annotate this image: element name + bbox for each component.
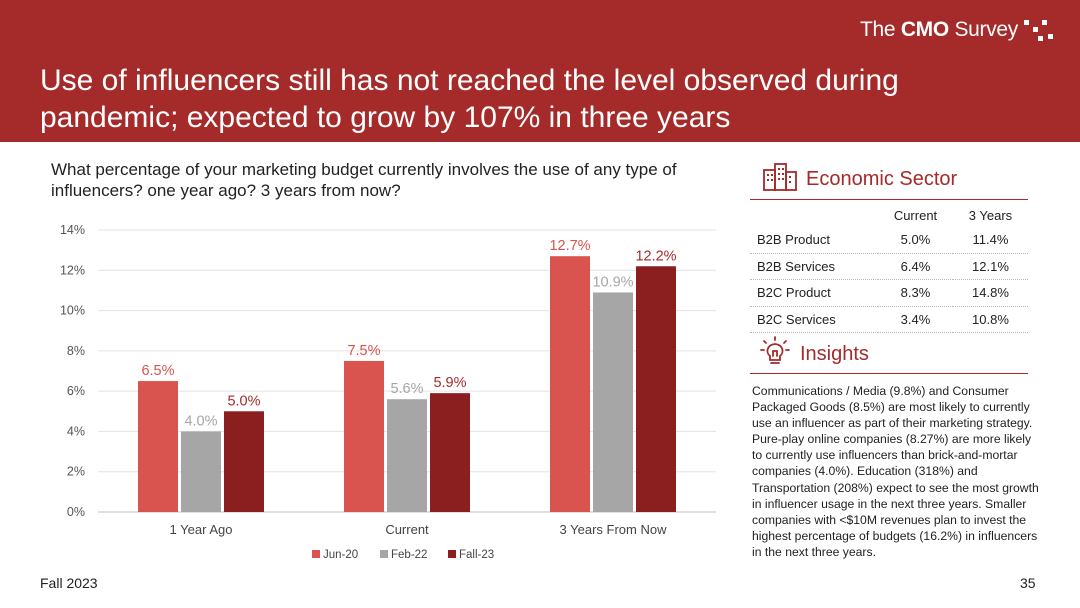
table-row: B2C Services 3.4% 10.8%: [750, 306, 1028, 333]
y-tick-label: 0%: [67, 505, 85, 519]
legend-label: Jun-20: [323, 549, 358, 561]
bar-data-label: 12.2%: [635, 248, 676, 264]
legend-label: Feb-22: [391, 549, 427, 561]
y-tick-label: 4%: [67, 424, 85, 438]
sector-label: B2C Services: [750, 306, 878, 333]
sector-label: B2B Services: [750, 253, 878, 280]
current-value: 8.3%: [878, 279, 953, 307]
current-value: 5.0%: [878, 227, 953, 254]
legend-swatch: [312, 550, 320, 558]
bar-data-label: 6.5%: [141, 363, 174, 379]
x-category-label: 1 Year Ago: [170, 522, 233, 537]
table-row: B2C Product 8.3% 14.8%: [750, 279, 1028, 307]
column-header-sector: [750, 203, 878, 227]
three-year-value: 12.1%: [952, 253, 1028, 280]
survey-edition: Fall 2023: [40, 575, 98, 591]
bar-fall-23: [430, 393, 470, 512]
bar-data-label: 4.0%: [184, 413, 217, 429]
bar-jun-20: [138, 381, 178, 512]
bar-fall-23: [224, 411, 264, 512]
insights-divider: [750, 373, 1028, 374]
table-row: B2B Services 6.4% 12.1%: [750, 253, 1028, 280]
y-tick-label: 8%: [67, 344, 85, 358]
economic-sector-table: Current 3 Years B2B Product 5.0% 11.4% B…: [750, 203, 1028, 333]
bar-data-label: 12.7%: [549, 238, 590, 254]
slide-title: Use of influencers still has not reached…: [40, 64, 899, 134]
insights-title: Insights: [800, 342, 869, 365]
bar-data-label: 7.5%: [347, 343, 380, 359]
column-header-3-years: 3 Years: [968, 207, 1013, 223]
bar-feb-22: [593, 292, 633, 512]
sector-label: B2C Product: [750, 279, 878, 307]
current-value: 6.4%: [878, 253, 953, 280]
three-year-value: 14.8%: [952, 279, 1028, 307]
bar-data-label: 10.9%: [592, 274, 633, 290]
bar-jun-20: [344, 360, 384, 512]
bar-jun-20: [550, 256, 590, 512]
legend-swatch: [448, 550, 456, 558]
bar-feb-22: [181, 431, 221, 512]
insights-text: Communications / Media (9.8%) and Consum…: [752, 384, 1039, 559]
legend-swatch: [380, 550, 388, 558]
three-year-value: 10.8%: [952, 306, 1028, 333]
bar-feb-22: [387, 399, 427, 512]
y-tick-label: 14%: [60, 223, 85, 237]
buildings-icon: [763, 163, 797, 191]
current-value: 3.4%: [878, 306, 953, 333]
y-tick-label: 12%: [60, 263, 85, 277]
sector-label: B2B Product: [750, 227, 878, 254]
bar-data-label: 5.6%: [390, 381, 423, 397]
insights-header: Insights: [760, 336, 869, 368]
influencer-bar-chart: 0% 2% 4% 6% 8% 10% 12% 14% 6.5% 4.0% 5.0% 7.5% 5.6%…: [60, 223, 716, 561]
lightbulb-icon: [760, 336, 790, 364]
sector-divider: [750, 199, 1028, 200]
y-tick-label: 6%: [67, 384, 85, 398]
column-header-current: Current: [893, 207, 938, 223]
page-number: 35: [1020, 575, 1036, 591]
cmo-survey-logo: The CMO Survey: [859, 18, 1018, 41]
survey-question: What percentage of your marketing budget…: [51, 160, 677, 200]
economic-sector-header: Economic Sector: [762, 162, 957, 192]
three-year-value: 11.4%: [952, 227, 1028, 254]
x-category-label: Current: [385, 522, 429, 537]
title-banner: The CMO Survey Use of influencers still …: [0, 0, 1080, 142]
x-category-label: 3 Years From Now: [560, 522, 668, 537]
y-tick-label: 10%: [60, 304, 85, 318]
logo-dots-icon: [1022, 18, 1056, 44]
y-tick-label: 2%: [67, 465, 85, 479]
legend-label: Fall-23: [459, 549, 494, 561]
bar-data-label: 5.0%: [227, 393, 260, 409]
table-row: B2B Product 5.0% 11.4%: [750, 227, 1028, 254]
bar-fall-23: [636, 266, 676, 512]
economic-sector-title: Economic Sector: [806, 167, 958, 190]
bar-data-label: 5.9%: [433, 375, 466, 391]
table-header-row: Current 3 Years: [750, 203, 1028, 227]
